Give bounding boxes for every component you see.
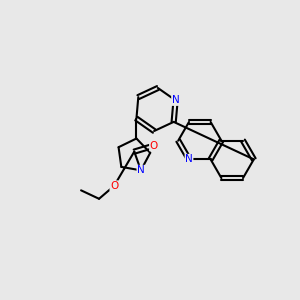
Text: O: O [110, 181, 118, 191]
Text: N: N [137, 165, 145, 175]
Text: O: O [150, 141, 158, 151]
Text: N: N [172, 95, 179, 105]
Text: N: N [185, 154, 193, 164]
